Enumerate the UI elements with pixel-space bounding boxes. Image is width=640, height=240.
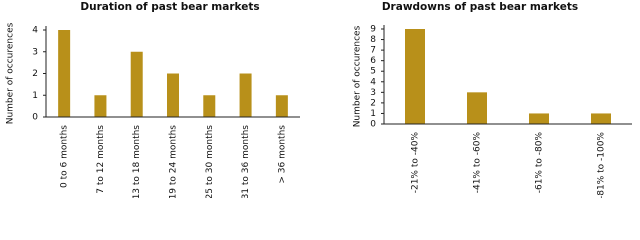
y-tick-label: 4 xyxy=(370,77,376,87)
y-tick-label: 3 xyxy=(370,88,376,98)
x-tick-label: -21% to -40% xyxy=(411,132,421,194)
bar xyxy=(203,95,216,117)
x-tick-label: -41% to -60% xyxy=(473,132,483,194)
y-tick-label: 2 xyxy=(32,69,38,79)
bar xyxy=(467,92,487,124)
bar xyxy=(405,29,425,124)
charts: Duration of past bear markets Number of o… xyxy=(6,1,632,198)
bar xyxy=(94,95,107,117)
bar xyxy=(239,73,252,117)
x-tick-label: 0 to 6 months xyxy=(60,125,70,188)
x-tick-label: 19 to 24 months xyxy=(169,125,179,198)
y-tick-label: 2 xyxy=(370,98,376,108)
x-tick-label: -61% to -80% xyxy=(535,132,545,194)
x-tick-label: 31 to 36 months xyxy=(241,125,251,198)
y-axis-label: Number of occurences xyxy=(6,22,16,124)
x-tick-label: > 36 months xyxy=(277,125,287,184)
chart-title: Drawdowns of past bear markets xyxy=(382,1,578,13)
y-tick-label: 0 xyxy=(32,113,38,123)
y-axis-label: Number of occurences xyxy=(353,25,363,127)
y-tick-label: 4 xyxy=(32,26,38,36)
bar xyxy=(167,73,179,117)
x-tick-label: -81% to -100% xyxy=(597,132,607,198)
y-tick-label: 1 xyxy=(32,91,38,101)
x-tick-label: 25 to 30 months xyxy=(205,125,215,198)
x-tick-label: 7 to 12 months xyxy=(96,125,106,194)
y-tick-label: 5 xyxy=(370,67,376,77)
bar xyxy=(591,113,611,124)
y-tick-label: 8 xyxy=(370,35,376,45)
bar xyxy=(130,51,143,117)
y-tick-label: 0 xyxy=(370,120,376,130)
y-tick-label: 6 xyxy=(370,56,376,66)
bar xyxy=(58,30,71,117)
y-tick-label: 9 xyxy=(370,25,376,35)
bar xyxy=(529,113,549,124)
y-tick-label: 7 xyxy=(370,46,376,56)
y-tick-label: 3 xyxy=(32,47,38,57)
y-tick-label: 1 xyxy=(370,109,376,119)
x-tick-label: 13 to 18 months xyxy=(132,125,142,198)
bar xyxy=(275,95,288,117)
chart-title: Duration of past bear markets xyxy=(80,1,259,13)
